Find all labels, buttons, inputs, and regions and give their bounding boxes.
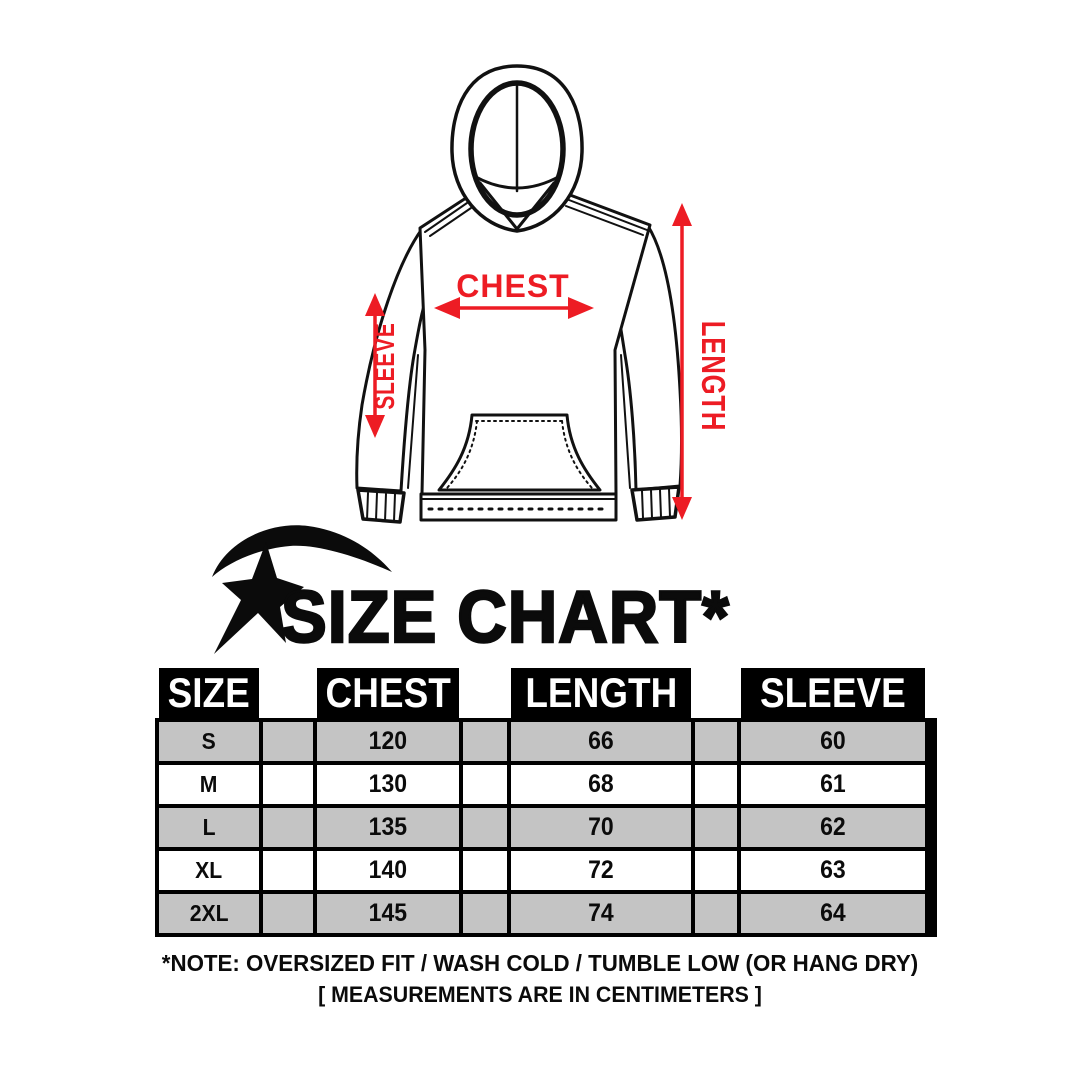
- chest-value: 130: [317, 765, 459, 804]
- spacer-cell: [263, 894, 313, 933]
- chest-value: 145: [317, 894, 459, 933]
- spacer-cell: [695, 765, 737, 804]
- chest-arrow-left-icon: [434, 297, 460, 319]
- chest-value: 120: [317, 722, 459, 761]
- column-header-label: CHEST: [325, 669, 451, 716]
- sleeve-arrow-down-icon: [365, 415, 385, 438]
- column-header-label: LENGTH: [525, 669, 677, 716]
- size-cell: L: [159, 808, 259, 847]
- measurement-annotations: CHEST SLEEVE LENGTH: [365, 203, 730, 520]
- sleeve-value: 62: [741, 808, 925, 847]
- spacer-cell: [695, 894, 737, 933]
- chest-label: CHEST: [456, 268, 569, 304]
- care-note: *NOTE: OVERSIZED FIT / WASH COLD / TUMBL…: [161, 950, 919, 976]
- length-arrow-down-icon: [672, 497, 692, 520]
- header-spacer: [463, 668, 507, 718]
- column-header-label: SIZE: [167, 669, 251, 716]
- hoodie-pocket: [437, 413, 602, 492]
- spacer-cell: [695, 851, 737, 890]
- size-cell: XL: [159, 851, 259, 890]
- hoodie-diagram: CHEST SLEEVE LENGTH: [355, 64, 730, 524]
- spacer-cell: [463, 851, 507, 890]
- chest-value: 140: [317, 851, 459, 890]
- spacer-cell: [463, 808, 507, 847]
- spacer-cell: [463, 765, 507, 804]
- spacer-cell: [263, 851, 313, 890]
- star-swoosh-logo-icon: [212, 525, 392, 654]
- chest-arrow-right-icon: [568, 297, 594, 319]
- spacer-cell: [463, 894, 507, 933]
- spacer-cell: [263, 808, 313, 847]
- column-header-label: SLEEVE: [760, 669, 906, 716]
- length-value: 66: [511, 722, 691, 761]
- length-value: 74: [511, 894, 691, 933]
- sleeve-value: 61: [741, 765, 925, 804]
- spacer-cell: [463, 722, 507, 761]
- chest-value: 135: [317, 808, 459, 847]
- size-table-body: S 120 66 60 M 130 68 61 L 135 70 62 XL: [155, 718, 937, 937]
- hoodie-right-cuff: [630, 485, 681, 522]
- length-value: 68: [511, 765, 691, 804]
- header-spacer: [695, 668, 737, 718]
- spacer-cell: [263, 765, 313, 804]
- sleeve-label: SLEEVE: [370, 322, 401, 409]
- page-title: SIZE CHART*: [280, 577, 730, 658]
- column-header-sleeve: SLEEVE: [741, 668, 925, 718]
- units-note: [ MEASUREMENTS ARE IN CENTIMETERS ]: [318, 982, 762, 1007]
- size-table: SIZE CHEST LENGTH SLEEVE S 120 66 60 M 1…: [155, 668, 937, 937]
- size-cell: M: [159, 765, 259, 804]
- sleeve-value: 60: [741, 722, 925, 761]
- length-label: LENGTH: [694, 321, 730, 431]
- size-cell: S: [159, 722, 259, 761]
- column-header-size: SIZE: [159, 668, 259, 718]
- length-arrow-up-icon: [672, 203, 692, 226]
- length-value: 70: [511, 808, 691, 847]
- spacer-cell: [263, 722, 313, 761]
- column-header-length: LENGTH: [511, 668, 691, 718]
- sleeve-value: 64: [741, 894, 925, 933]
- size-table-header: SIZE CHEST LENGTH SLEEVE: [155, 668, 937, 718]
- size-cell: 2XL: [159, 894, 259, 933]
- sleeve-arrow-up-icon: [365, 293, 385, 316]
- spacer-cell: [695, 808, 737, 847]
- header-spacer: [263, 668, 313, 718]
- hoodie-hem: [419, 492, 618, 522]
- sleeve-value: 63: [741, 851, 925, 890]
- hoodie-left-cuff: [356, 488, 406, 524]
- column-header-chest: CHEST: [317, 668, 459, 718]
- length-value: 72: [511, 851, 691, 890]
- spacer-cell: [695, 722, 737, 761]
